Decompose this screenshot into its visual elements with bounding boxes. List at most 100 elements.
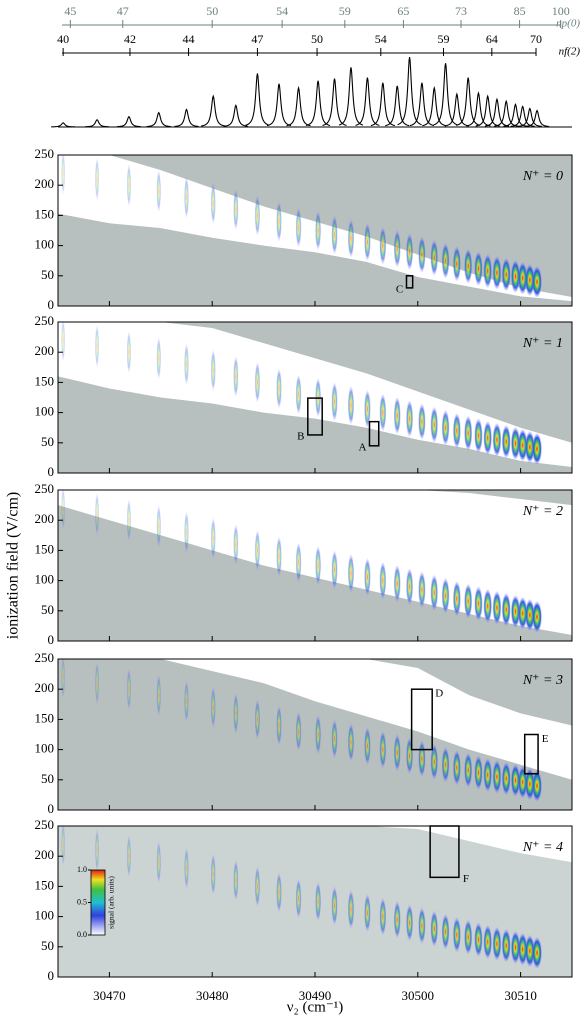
resonance-signal	[405, 232, 414, 271]
resonance-signal	[315, 210, 322, 251]
resonance-signal	[347, 218, 355, 258]
x-tick-label: 30510	[504, 988, 537, 1003]
resonance-signal	[501, 761, 511, 796]
lower-cutoff-region	[58, 505, 572, 641]
resonance-signal	[126, 834, 132, 878]
resonance-signal	[441, 409, 450, 446]
spectrum-peak	[355, 77, 380, 126]
spectrum-peak	[146, 111, 171, 128]
lower-cutoff-region	[58, 213, 572, 306]
spectrum-peak	[305, 80, 331, 127]
resonance-signal	[347, 889, 355, 929]
resonance-signal	[233, 188, 239, 231]
resonance-signal	[210, 349, 216, 392]
resonance-signal	[510, 426, 521, 461]
resonance-signal	[510, 259, 521, 294]
spectrum-peak	[422, 85, 447, 127]
resonance-signal	[532, 769, 543, 802]
resonance-signal	[61, 322, 66, 363]
panel-label: N⁺ = 3	[522, 673, 563, 688]
x-tick-label: 30500	[402, 988, 435, 1003]
x-tick-label: 30480	[196, 988, 229, 1003]
scale-tick-label: 85	[514, 4, 526, 18]
spectrum-peak	[475, 94, 500, 127]
resonance-signal	[156, 336, 162, 380]
resonance-signal	[94, 492, 100, 536]
resonance-signal	[483, 253, 493, 289]
y-tick-label: 100	[35, 404, 55, 419]
resonance-signal	[61, 155, 66, 196]
panel-label: N⁺ = 1	[522, 336, 563, 351]
scale-tick-label: 40	[57, 32, 69, 46]
y-tick-label: 150	[35, 541, 55, 556]
resonance-signal	[405, 567, 414, 606]
panel	[58, 155, 572, 306]
y-tick-label: 0	[48, 632, 55, 647]
y-tick-label: 100	[35, 572, 55, 587]
resonance-signal	[379, 226, 387, 265]
resonance-signal	[524, 430, 535, 464]
y-tick-label: 250	[35, 313, 55, 328]
spectrum-peak	[397, 56, 422, 126]
x-tick-label: 30470	[93, 988, 126, 1003]
resonance-signal	[452, 412, 461, 449]
resonance-signal	[441, 577, 450, 614]
spectrum-peak	[484, 97, 510, 127]
resonance-signal	[532, 936, 543, 969]
y-tick-label: 200	[35, 511, 55, 526]
spectrum-peak	[385, 85, 410, 127]
y-tick-label: 0	[48, 968, 55, 983]
y-tick-label: 200	[35, 680, 55, 695]
resonance-signal	[492, 255, 502, 290]
panel	[58, 659, 572, 810]
spectrum-peak	[466, 91, 491, 127]
spectrum-peak	[286, 85, 311, 127]
colorbar-tick-label: 0.0	[77, 930, 87, 939]
resonance-signal	[295, 878, 302, 919]
spectrum-peak	[517, 107, 542, 127]
resonance-signal	[254, 194, 261, 236]
resonance-signal	[393, 396, 401, 435]
resonance-signal	[474, 586, 483, 622]
resonance-signal	[331, 215, 338, 255]
scale-tick-label: 59	[339, 4, 351, 18]
panel-label: N⁺ = 4	[522, 840, 563, 855]
spectrum-peak	[370, 82, 395, 127]
spectrum-peak	[266, 83, 292, 127]
resonance-signal	[331, 886, 338, 926]
scale-tick-label: 54	[375, 32, 387, 46]
resonance-signal	[517, 596, 528, 630]
resonance-signal	[126, 330, 132, 374]
resonance-signal	[331, 550, 338, 590]
scale-tick-label: 44	[183, 32, 195, 46]
y-tick-label: 150	[35, 710, 55, 725]
spectrum-peak	[433, 63, 458, 126]
resonance-signal	[492, 926, 502, 961]
resonance-signal	[184, 847, 189, 890]
colorbar-tick-label: 0.5	[77, 897, 87, 906]
resonance-signal	[295, 542, 302, 583]
scale-tick-label: 47	[117, 4, 129, 18]
resonance-signal	[430, 406, 439, 443]
resonance-signal	[452, 245, 461, 282]
scale-tick-label: 50	[311, 32, 323, 46]
spectrum-peak	[456, 77, 481, 126]
resonance-signal	[452, 916, 461, 953]
panel	[58, 322, 572, 473]
resonance-signal	[474, 922, 483, 958]
resonance-signal	[483, 924, 493, 960]
y-axis-title: ionization field (V/cm)	[5, 492, 22, 640]
resonance-signal	[276, 872, 282, 913]
resonance-signal	[463, 583, 473, 619]
resonance-signal	[517, 932, 528, 966]
resonance-signal	[379, 730, 387, 769]
x-tick-label: 30490	[299, 988, 332, 1003]
resonance-signal	[501, 592, 511, 627]
y-tick-label: 150	[35, 206, 55, 221]
resonance-signal	[393, 733, 401, 772]
annotation-box	[429, 825, 460, 879]
y-tick-label: 50	[41, 602, 54, 617]
resonance-signal	[233, 859, 239, 902]
resonance-signal	[430, 910, 439, 947]
